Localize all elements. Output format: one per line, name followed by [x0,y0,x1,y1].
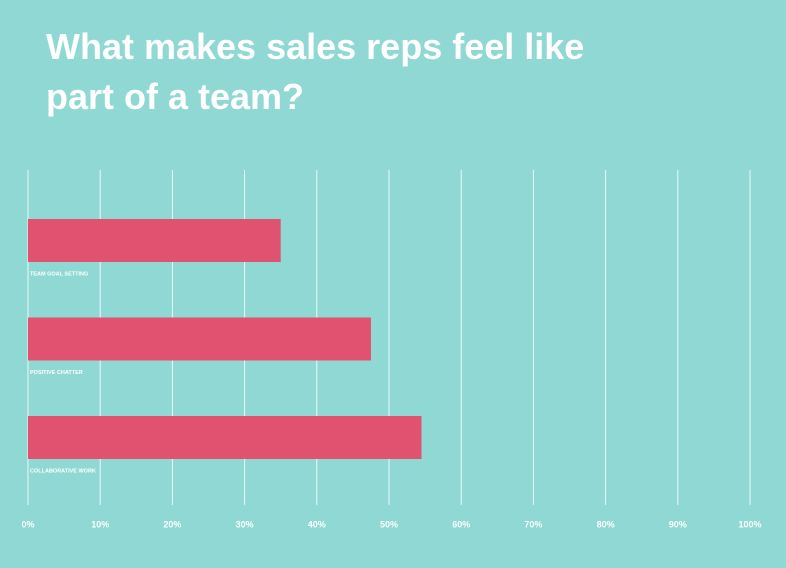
bar [28,219,281,262]
category-label: POSITIVE CHATTER [30,370,83,376]
bar [28,317,371,361]
x-tick-label: 80% [597,519,615,529]
chart-title: What makes sales reps feel like part of … [46,26,585,117]
x-tick-label: 70% [524,519,542,529]
x-tick-label: 50% [380,519,398,529]
x-tick-label: 60% [452,519,470,529]
category-label: TEAM GOAL SETTING [30,271,88,277]
x-tick-label: 30% [236,519,254,529]
x-tick-label: 90% [669,519,687,529]
bar [28,416,422,459]
x-tick-label: 0% [21,519,34,529]
category-label: COLLABORATIVE WORK [30,468,96,474]
x-tick-label: 40% [308,519,326,529]
x-tick-label: 10% [91,519,109,529]
x-tick-label: 20% [163,519,181,529]
x-tick-label: 100% [738,519,761,529]
